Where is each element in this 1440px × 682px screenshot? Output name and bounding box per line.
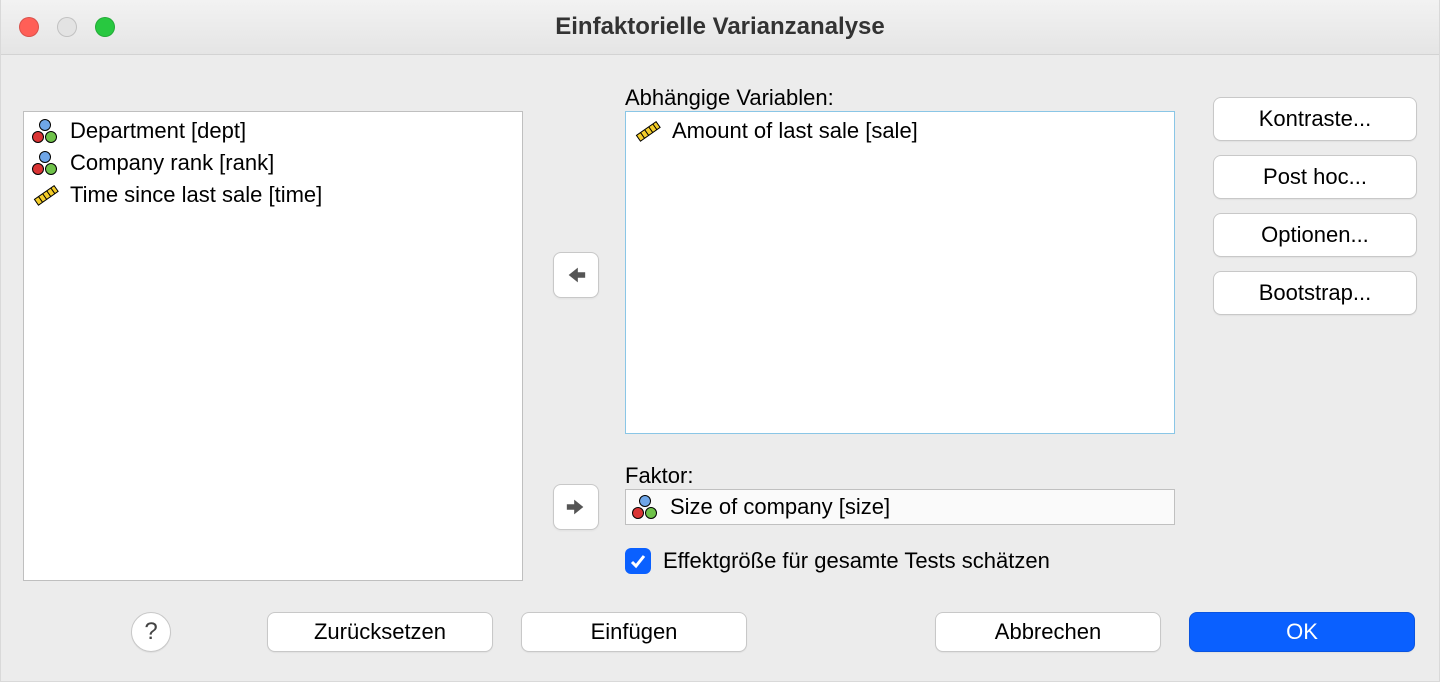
options-button[interactable]: Optionen... xyxy=(1213,213,1417,257)
effect-size-label: Effektgröße für gesamte Tests schätzen xyxy=(663,548,1050,574)
zoom-window-icon[interactable] xyxy=(95,17,115,37)
posthoc-button[interactable]: Post hoc... xyxy=(1213,155,1417,199)
minimize-window-icon xyxy=(57,17,77,37)
help-label: ? xyxy=(144,618,157,646)
button-label: Bootstrap... xyxy=(1259,280,1372,306)
button-label: OK xyxy=(1286,619,1318,645)
nominal-icon xyxy=(632,495,660,519)
variable-label: Amount of last sale [sale] xyxy=(672,118,918,144)
list-item[interactable]: Time since last sale [time] xyxy=(24,179,522,211)
dialog-window: Einfaktorielle Varianzanalyse Department… xyxy=(0,0,1440,682)
window-title: Einfaktorielle Varianzanalyse xyxy=(1,13,1439,41)
cancel-button[interactable]: Abbrechen xyxy=(935,612,1161,652)
button-label: Abbrechen xyxy=(995,619,1101,645)
move-to-factor-button[interactable] xyxy=(553,484,599,530)
bootstrap-button[interactable]: Bootstrap... xyxy=(1213,271,1417,315)
button-label: Einfügen xyxy=(591,619,678,645)
paste-button[interactable]: Einfügen xyxy=(521,612,747,652)
dependent-variables-list[interactable]: Amount of last sale [sale] xyxy=(625,111,1175,434)
nominal-icon xyxy=(32,151,60,175)
factor-variable-label: Size of company [size] xyxy=(670,494,890,520)
button-label: Zurücksetzen xyxy=(314,619,446,645)
dependent-variables-label: Abhängige Variablen: xyxy=(625,85,834,111)
scale-icon xyxy=(634,120,662,142)
variable-label: Time since last sale [time] xyxy=(70,182,322,208)
list-item[interactable]: Amount of last sale [sale] xyxy=(626,112,1174,147)
list-item[interactable]: Department [dept] xyxy=(24,112,522,147)
effect-size-checkbox[interactable] xyxy=(625,548,651,574)
factor-field[interactable]: Size of company [size] xyxy=(625,489,1175,525)
scale-icon xyxy=(32,184,60,206)
list-item[interactable]: Company rank [rank] xyxy=(24,147,522,179)
ok-button[interactable]: OK xyxy=(1189,612,1415,652)
traffic-lights xyxy=(1,17,115,37)
source-variables-list[interactable]: Department [dept] Company rank [rank] Ti… xyxy=(23,111,523,581)
title-bar: Einfaktorielle Varianzanalyse xyxy=(1,0,1439,55)
check-icon xyxy=(629,552,647,570)
move-to-dependent-button[interactable] xyxy=(553,252,599,298)
variable-label: Department [dept] xyxy=(70,118,246,144)
effect-size-checkbox-row[interactable]: Effektgröße für gesamte Tests schätzen xyxy=(625,548,1050,574)
variable-label: Company rank [rank] xyxy=(70,150,274,176)
button-label: Post hoc... xyxy=(1263,164,1367,190)
help-button[interactable]: ? xyxy=(131,612,171,652)
side-buttons: Kontraste... Post hoc... Optionen... Boo… xyxy=(1213,97,1417,315)
action-bar: ? Zurücksetzen Einfügen Abbrechen OK xyxy=(1,601,1439,681)
button-label: Kontraste... xyxy=(1259,106,1372,132)
close-window-icon[interactable] xyxy=(19,17,39,37)
arrow-left-icon xyxy=(565,264,587,286)
factor-label: Faktor: xyxy=(625,463,693,489)
dialog-content: Department [dept] Company rank [rank] Ti… xyxy=(1,55,1439,591)
contrasts-button[interactable]: Kontraste... xyxy=(1213,97,1417,141)
arrow-right-icon xyxy=(565,496,587,518)
nominal-icon xyxy=(32,119,60,143)
reset-button[interactable]: Zurücksetzen xyxy=(267,612,493,652)
button-label: Optionen... xyxy=(1261,222,1369,248)
